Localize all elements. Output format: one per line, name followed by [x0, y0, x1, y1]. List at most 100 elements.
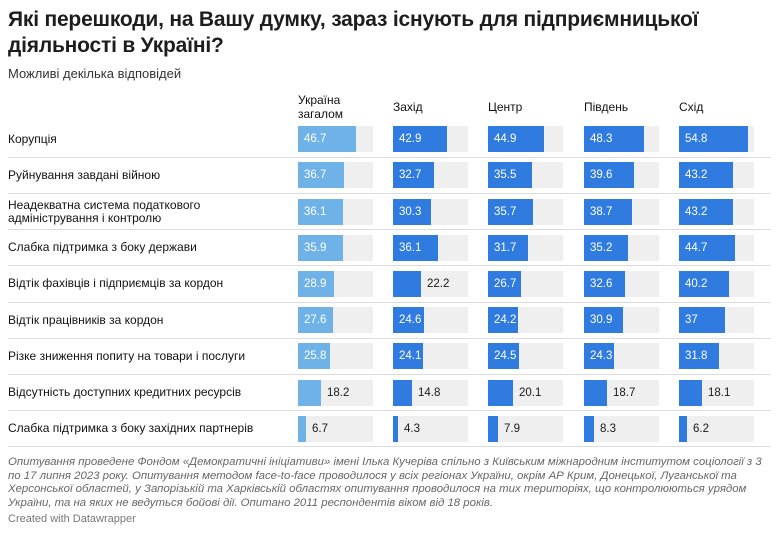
data-label: 35.5	[494, 169, 517, 182]
data-label: 40.2	[685, 277, 708, 290]
bar	[393, 162, 434, 189]
column-header-4: Схід	[679, 100, 704, 114]
column-header-1: Захід	[393, 100, 423, 114]
data-label: 44.9	[494, 133, 517, 146]
bar-track	[488, 415, 563, 442]
bar	[679, 234, 735, 261]
bar	[488, 126, 544, 153]
bar	[393, 126, 447, 153]
row-label: Різке зниження попиту на товари і послуг…	[8, 348, 246, 363]
data-label: 24.5	[494, 350, 517, 363]
bar	[393, 307, 424, 334]
bar	[584, 198, 632, 225]
data-label: 37	[685, 314, 698, 327]
data-label: 39.6	[590, 169, 613, 182]
bar	[488, 162, 532, 189]
bar	[393, 343, 423, 370]
bar	[584, 162, 634, 189]
data-label: 46.7	[304, 133, 327, 146]
data-label: 31.8	[685, 350, 708, 363]
data-label: 44.7	[685, 241, 708, 254]
bar	[488, 198, 533, 225]
column-header-3: Південь	[584, 100, 629, 114]
bar	[488, 343, 519, 370]
bar	[679, 307, 725, 334]
data-label: 6.7	[312, 422, 328, 435]
chart-subtitle: Можливі декілька відповідей	[8, 66, 182, 81]
bar	[393, 198, 431, 225]
data-label: 20.1	[519, 386, 542, 399]
bar	[488, 234, 528, 261]
data-label: 36.1	[399, 241, 422, 254]
row-label: Корупція	[8, 131, 57, 146]
data-label: 30.9	[590, 314, 613, 327]
row-separator	[8, 301, 771, 303]
data-label: 24.6	[399, 314, 422, 327]
bar-track	[584, 415, 659, 442]
data-label: 38.7	[590, 205, 613, 218]
row-label: Слабка підтримка з боку західних партнер…	[8, 421, 254, 436]
data-label: 18.1	[708, 386, 731, 399]
data-label: 24.1	[399, 350, 422, 363]
bar	[298, 270, 334, 297]
row-separator	[8, 446, 771, 448]
data-label: 24.2	[494, 314, 517, 327]
column-header-2: Центр	[488, 100, 523, 114]
data-label: 48.3	[590, 133, 613, 146]
bar	[488, 270, 521, 297]
data-label: 7.9	[504, 422, 520, 435]
data-label: 43.2	[685, 169, 708, 182]
bar	[393, 379, 412, 406]
row-label: Відтік працівників за кордон	[8, 312, 164, 327]
bar	[584, 307, 623, 334]
data-label: 36.1	[304, 205, 327, 218]
data-label: 8.3	[600, 422, 616, 435]
bar	[679, 379, 702, 406]
bar	[298, 162, 344, 189]
bar	[298, 126, 356, 153]
data-label: 32.6	[590, 277, 613, 290]
data-label: 43.2	[685, 205, 708, 218]
data-label: 18.7	[613, 386, 636, 399]
row-separator	[8, 192, 771, 194]
bar	[488, 307, 518, 334]
bar	[679, 198, 733, 225]
row-label: Відтік фахівців і підприємців за кордон	[8, 276, 224, 291]
row-separator	[8, 265, 771, 267]
data-label: 35.9	[304, 241, 327, 254]
data-label: 25.8	[304, 350, 327, 363]
bar	[679, 415, 687, 442]
bar	[488, 379, 513, 406]
bar	[298, 415, 306, 442]
data-label: 36.7	[304, 169, 327, 182]
row-label: Неадекватна система податкового адмініст…	[8, 197, 201, 225]
data-label: 22.2	[427, 277, 450, 290]
bar	[679, 343, 719, 370]
row-separator	[8, 229, 771, 231]
bar	[584, 234, 628, 261]
data-label: 6.2	[693, 422, 709, 435]
bar-track	[298, 415, 373, 442]
data-label: 26.7	[494, 277, 517, 290]
data-label: 35.2	[590, 241, 613, 254]
bar	[298, 198, 343, 225]
bar	[584, 270, 625, 297]
bar-track	[393, 415, 468, 442]
data-label: 42.9	[399, 133, 422, 146]
row-separator	[8, 156, 771, 158]
bar	[393, 270, 421, 297]
bar	[298, 379, 321, 406]
data-label: 54.8	[685, 133, 708, 146]
data-label: 28.9	[304, 277, 327, 290]
data-label: 35.7	[494, 205, 517, 218]
bar-track	[679, 415, 754, 442]
datawrapper-credit: Created with Datawrapper	[8, 513, 136, 525]
methodology-note: Опитування проведене Фондом «Демократичн…	[8, 456, 762, 509]
data-label: 31.7	[494, 241, 517, 254]
bar	[298, 234, 343, 261]
row-separator	[8, 337, 771, 339]
bar	[298, 307, 333, 334]
row-separator	[8, 373, 771, 375]
data-label: 24.3	[590, 350, 613, 363]
column-header-0: Україна загалом	[298, 93, 344, 121]
